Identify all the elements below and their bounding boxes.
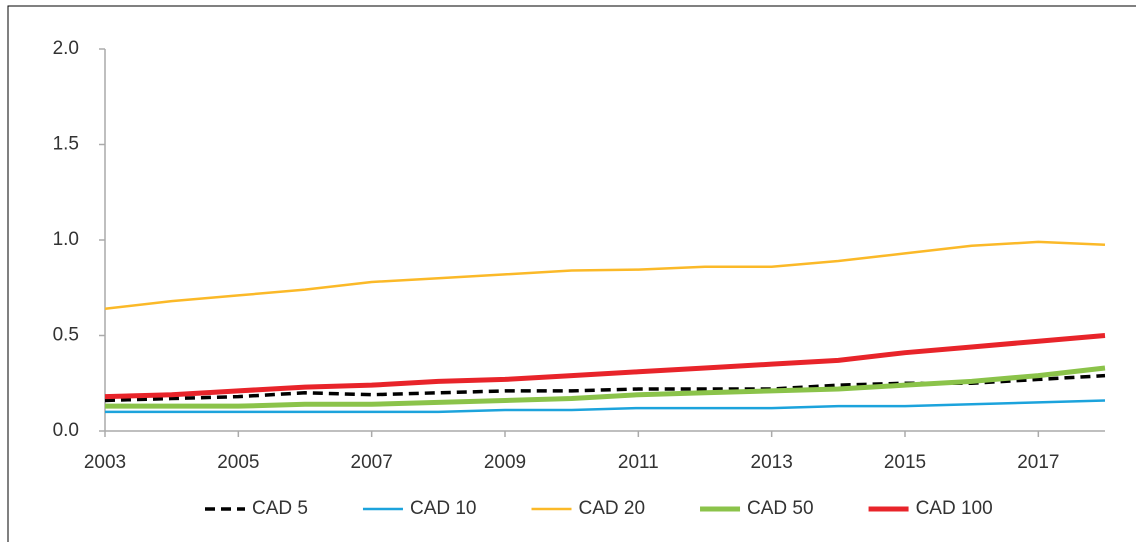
y-tick-label: 2.0	[53, 38, 79, 59]
x-tick-label: 2013	[751, 452, 793, 473]
legend-label: CAD 5	[252, 498, 308, 519]
series-line	[104, 333, 1106, 400]
legend-label: CAD 100	[916, 498, 993, 519]
y-tick-label: 1.0	[53, 229, 79, 250]
x-tick-label: 2017	[1017, 452, 1059, 473]
x-tick-label: 2011	[618, 452, 659, 473]
legend-label: CAD 50	[747, 498, 814, 519]
x-tick-label: 2003	[84, 452, 126, 473]
legend-label: CAD 10	[410, 498, 477, 519]
y-tick-label: 0.0	[53, 420, 79, 441]
series-line	[104, 240, 1106, 311]
legend-label: CAD 20	[579, 498, 646, 519]
x-tick-label: 2007	[351, 452, 393, 473]
frame	[7, 5, 1136, 542]
y-tick-label: 1.5	[53, 134, 79, 155]
series-line	[105, 399, 1106, 414]
series-line	[105, 365, 1106, 409]
y-tick-label: 0.5	[53, 325, 79, 346]
x-tick-label: 2015	[884, 452, 926, 473]
x-tick-label: 2009	[484, 452, 526, 473]
x-tick-label: 2005	[217, 452, 259, 473]
